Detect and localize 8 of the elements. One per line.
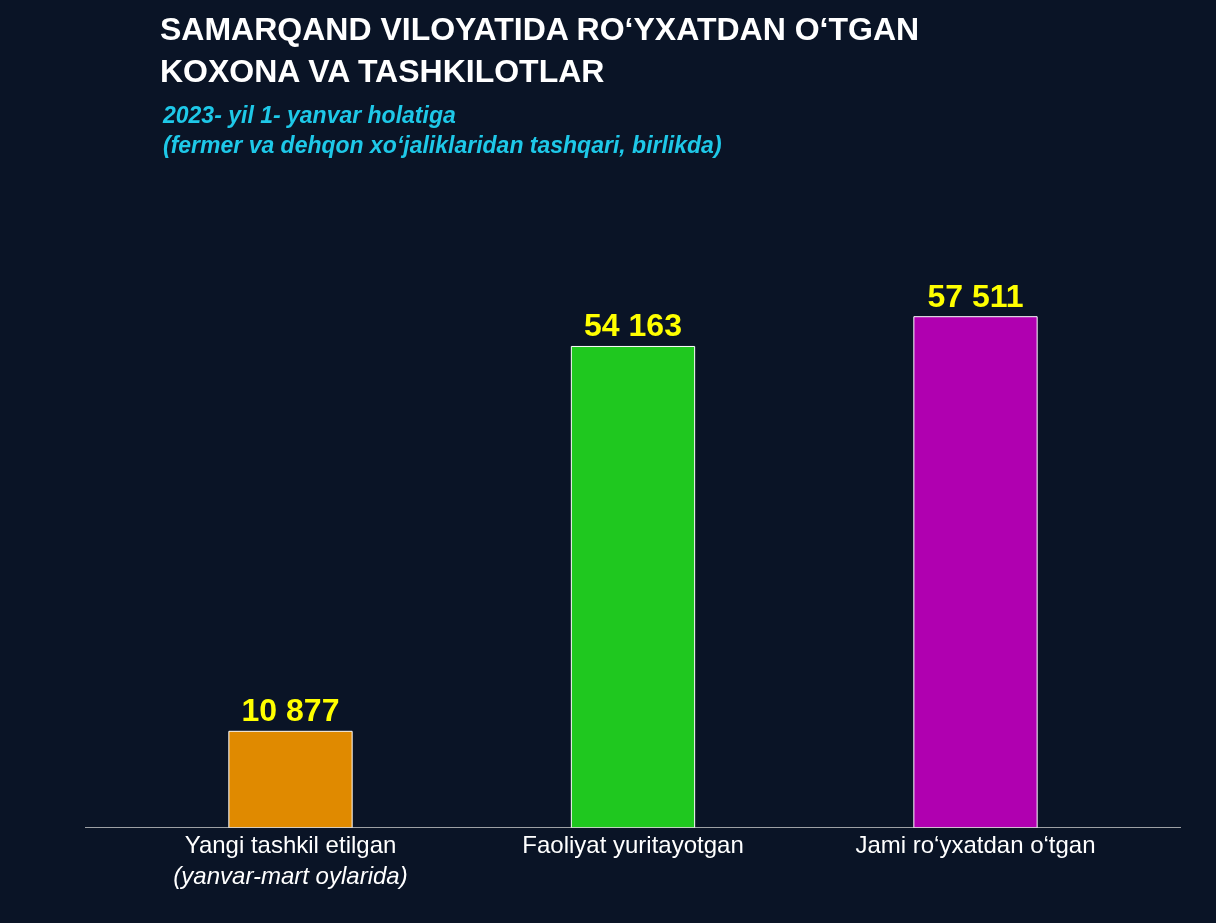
x-tick-label: Faoliyat yuritayotgan — [522, 831, 744, 858]
data-label: 57 511 — [927, 277, 1024, 314]
data-label: 10 877 — [241, 692, 340, 729]
data-label: 54 163 — [584, 307, 682, 344]
x-tick-label: Jami ro‘yxatdan o‘tgan — [855, 831, 1096, 858]
x-tick-label: Yangi tashkil etilgan (yanvar-mart oylarida) — [173, 831, 408, 890]
chart-title: SAMARQAND VILOYATIDA RO‘YXATDAN O‘TGAN KOXONA VA TASHKILOTLAR — [160, 11, 920, 89]
chart-subtitle: 2023- yil 1- yanvar holatiga (fermer va dehqon xo‘jaliklaridan tashqari, birlikda) — [162, 102, 722, 158]
